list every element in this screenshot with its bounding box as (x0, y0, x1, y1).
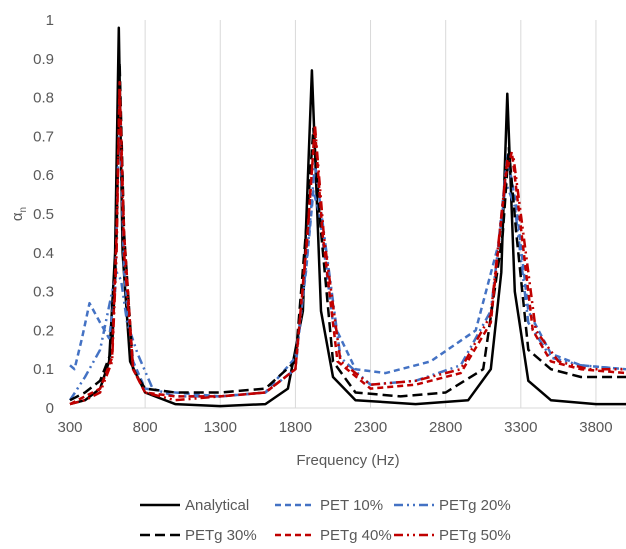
legend-label: PETg 30% (185, 527, 257, 544)
x-tick-labels: 300 800 1300 1800 2300 2800 3300 3800 (57, 419, 612, 436)
y-tick-label: 0.5 (33, 206, 54, 223)
y-tick-label: 0.6 (33, 167, 54, 184)
x-tick-label: 3300 (504, 419, 537, 436)
series-line-4 (69, 61, 626, 402)
series-line-5 (69, 80, 626, 406)
x-tick-label: 1300 (204, 419, 237, 436)
series-line-1 (69, 26, 626, 408)
x-tick-label: 2300 (354, 419, 387, 436)
series-layer (68, 26, 626, 408)
series-line-6 (69, 88, 626, 406)
y-tick-label: 0.4 (33, 245, 54, 262)
y-tick-label: 0.3 (33, 284, 54, 301)
x-tick-label: 300 (57, 419, 82, 436)
y-tick-label: 0 (46, 400, 54, 417)
legend-label: Analytical (185, 497, 249, 514)
x-tick-label: 1800 (279, 419, 312, 436)
series-line-3 (68, 162, 626, 401)
legend-label: PET 10% (320, 497, 383, 514)
x-axis-title: Frequency (Hz) (296, 452, 399, 469)
y-axis-title-subscript: n (18, 207, 29, 213)
x-tick-label: 2800 (429, 419, 462, 436)
y-tick-label: 0.9 (33, 51, 54, 68)
legend: Analytical PET 10% PETg 20% PETg 30% PETg 40… (140, 497, 511, 544)
y-tick-label: 0.7 (33, 128, 54, 145)
x-tick-label: 3800 (579, 419, 612, 436)
y-tick-label: 0.1 (33, 361, 54, 378)
series-line-2 (69, 100, 626, 398)
y-axis-title-main: α (9, 212, 26, 221)
y-tick-label: 1 (46, 12, 54, 29)
legend-label: PETg 50% (439, 527, 511, 544)
y-tick-label: 0.2 (33, 322, 54, 339)
y-tick-label: 0.8 (33, 90, 54, 107)
legend-label: PETg 40% (320, 527, 392, 544)
legend-label: PETg 20% (439, 497, 511, 514)
y-axis-title: αn (9, 207, 29, 221)
y-tick-labels: 0 0.1 0.2 0.3 0.4 0.5 0.6 0.7 0.8 0.9 1 (33, 12, 54, 417)
x-tick-label: 800 (133, 419, 158, 436)
